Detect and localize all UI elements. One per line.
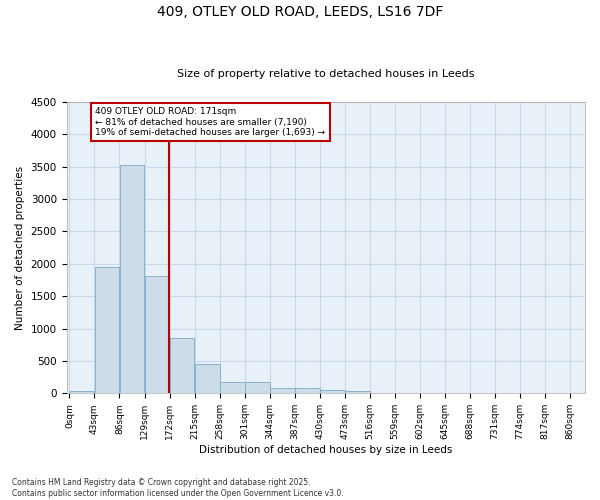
Text: 409, OTLEY OLD ROAD, LEEDS, LS16 7DF: 409, OTLEY OLD ROAD, LEEDS, LS16 7DF — [157, 5, 443, 19]
X-axis label: Distribution of detached houses by size in Leeds: Distribution of detached houses by size … — [199, 445, 452, 455]
Text: 409 OTLEY OLD ROAD: 171sqm
← 81% of detached houses are smaller (7,190)
19% of s: 409 OTLEY OLD ROAD: 171sqm ← 81% of deta… — [95, 107, 325, 137]
Bar — [95, 267, 119, 394]
Bar — [270, 388, 295, 394]
Bar — [70, 392, 94, 394]
Bar — [220, 382, 245, 394]
Y-axis label: Number of detached properties: Number of detached properties — [15, 166, 25, 330]
Bar — [320, 390, 344, 394]
Bar — [170, 338, 194, 394]
Bar — [345, 392, 370, 394]
Bar — [295, 388, 320, 394]
Bar — [245, 382, 269, 394]
Text: Contains HM Land Registry data © Crown copyright and database right 2025.
Contai: Contains HM Land Registry data © Crown c… — [12, 478, 344, 498]
Bar — [194, 364, 220, 394]
Bar — [145, 276, 169, 394]
Bar — [119, 166, 145, 394]
Title: Size of property relative to detached houses in Leeds: Size of property relative to detached ho… — [177, 69, 475, 79]
